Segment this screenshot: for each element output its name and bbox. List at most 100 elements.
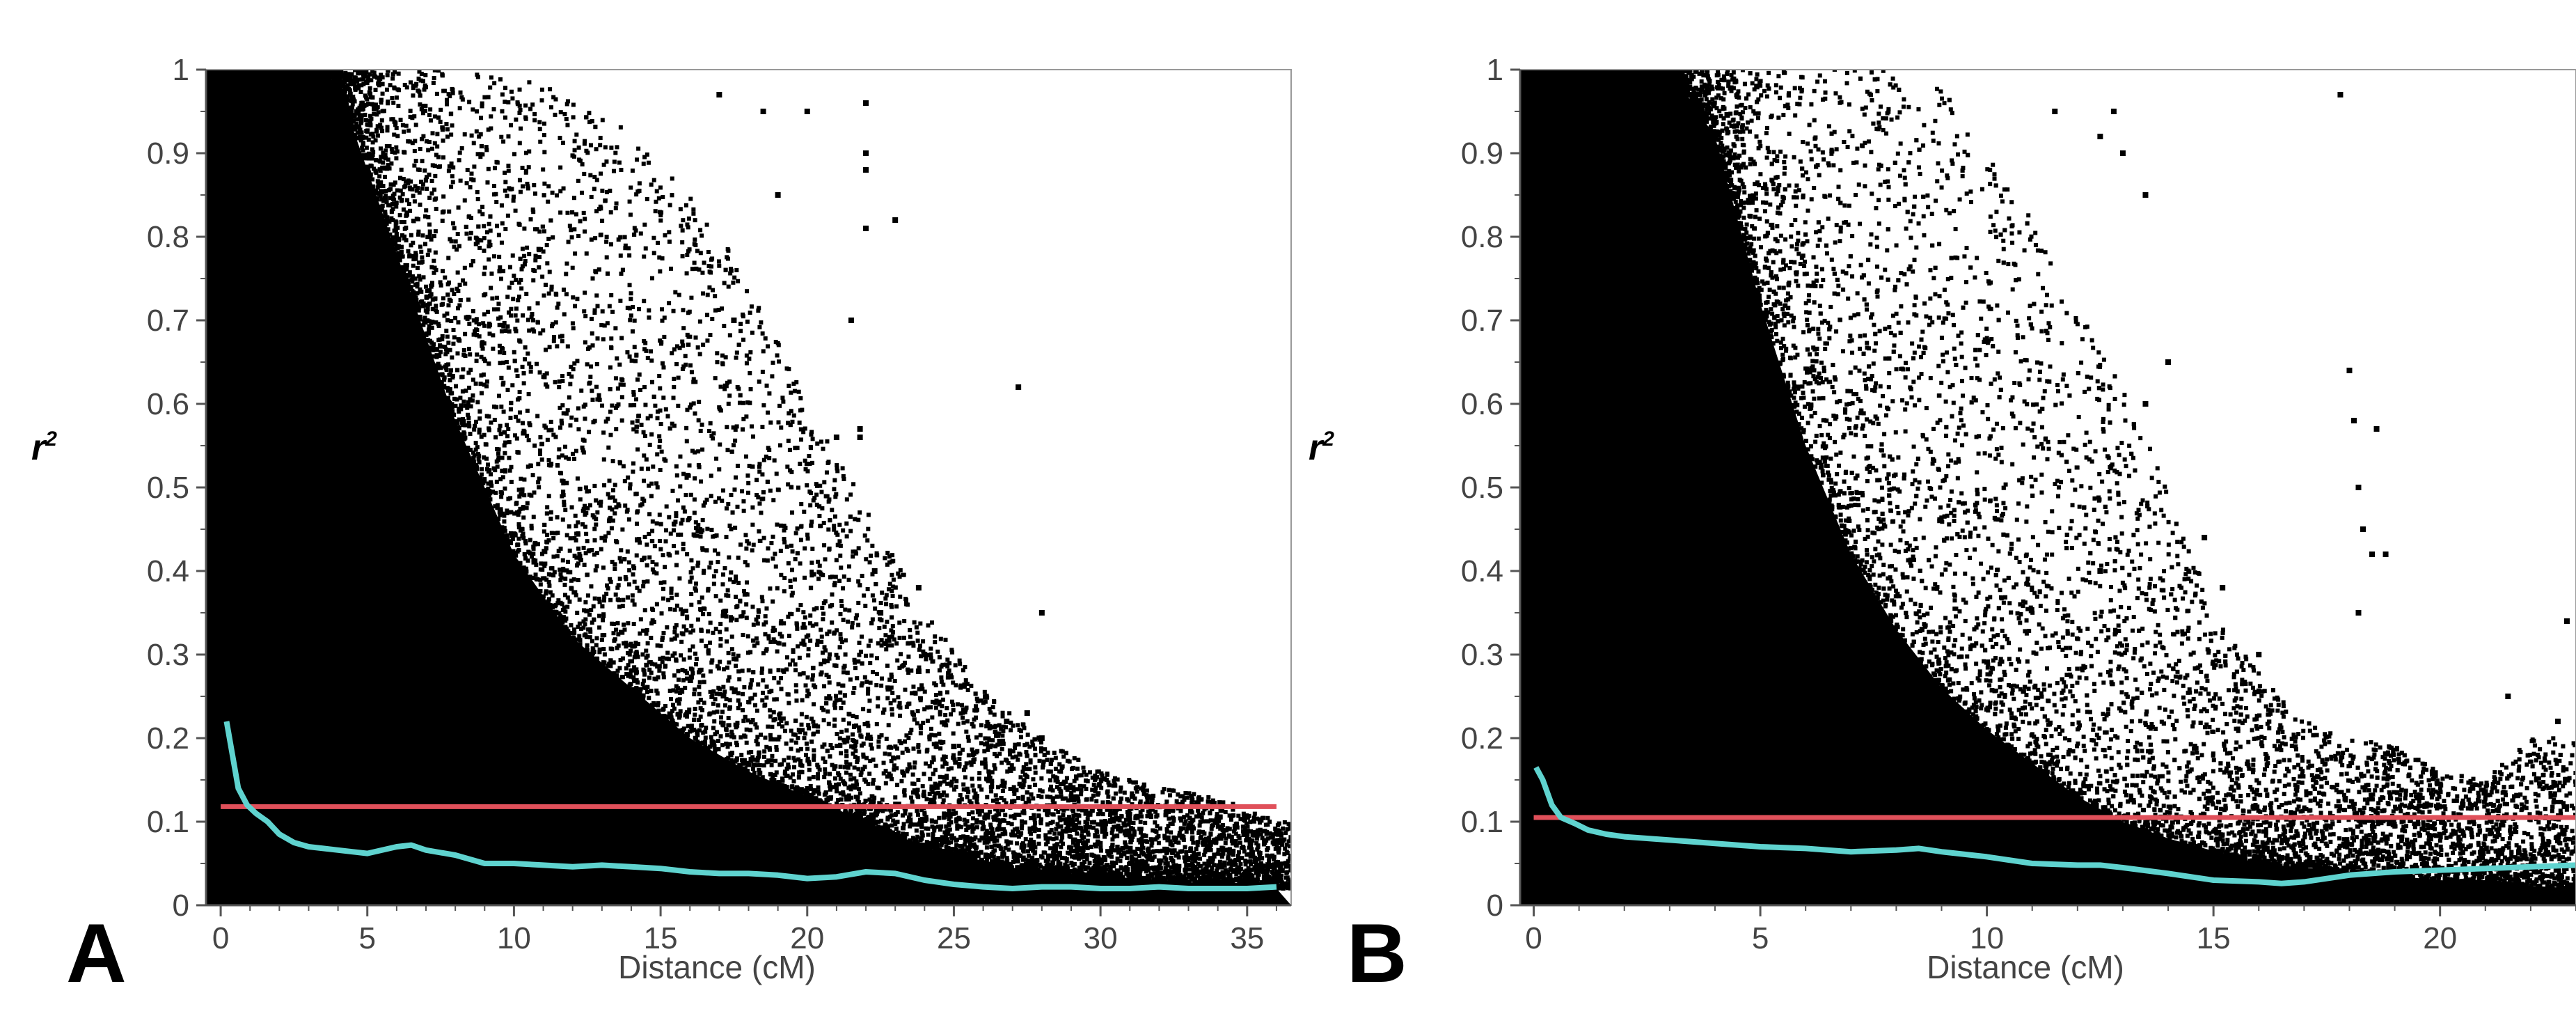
scatter-point bbox=[986, 769, 991, 774]
scatter-point bbox=[1071, 849, 1076, 854]
scatter-point bbox=[434, 91, 439, 96]
scatter-point bbox=[642, 299, 647, 304]
scatter-point bbox=[532, 118, 537, 123]
scatter-point bbox=[759, 320, 764, 325]
scatter-point bbox=[620, 675, 625, 680]
scatter-point bbox=[1250, 852, 1255, 857]
scatter-point bbox=[740, 489, 745, 494]
scatter-point bbox=[488, 491, 493, 496]
scatter-point bbox=[1010, 755, 1015, 760]
scatter-point bbox=[845, 671, 850, 675]
scatter-point bbox=[660, 635, 665, 640]
scatter-point bbox=[734, 618, 739, 623]
scatter-point bbox=[727, 380, 732, 384]
scatter-point bbox=[867, 708, 871, 713]
scatter-point bbox=[896, 695, 901, 700]
scatter-point bbox=[500, 475, 505, 480]
scatter-point bbox=[617, 503, 622, 508]
scatter-point bbox=[735, 504, 740, 509]
scatter-point bbox=[576, 234, 581, 239]
scatter-point bbox=[517, 494, 522, 499]
scatter-point bbox=[832, 524, 837, 529]
scatter-point bbox=[559, 575, 564, 580]
scatter-point bbox=[816, 577, 821, 581]
scatter-point bbox=[597, 398, 602, 402]
scatter-point bbox=[717, 687, 722, 691]
scatter-point bbox=[494, 405, 499, 409]
scatter-point bbox=[832, 583, 837, 588]
scatter-point bbox=[453, 403, 458, 408]
scatter-point bbox=[546, 237, 551, 242]
scatter-point bbox=[571, 115, 576, 120]
scatter-point bbox=[884, 602, 889, 607]
scatter-point bbox=[1265, 862, 1270, 867]
scatter-point bbox=[725, 425, 729, 430]
scatter-point bbox=[1231, 852, 1235, 857]
scatter-point bbox=[708, 620, 713, 625]
scatter-point bbox=[632, 318, 637, 323]
scatter-point bbox=[945, 718, 950, 723]
scatter-point bbox=[770, 724, 775, 729]
scatter-point bbox=[386, 157, 390, 162]
scatter-point bbox=[848, 784, 853, 789]
scatter-point bbox=[498, 432, 503, 437]
scatter-point bbox=[953, 663, 958, 668]
scatter-point bbox=[669, 696, 674, 701]
scatter-point bbox=[633, 228, 638, 233]
scatter-point bbox=[429, 325, 434, 330]
scatter-point bbox=[446, 341, 451, 345]
scatter-point bbox=[431, 354, 436, 359]
scatter-point bbox=[864, 679, 869, 684]
scatter-point bbox=[798, 561, 803, 566]
scatter-point bbox=[1100, 773, 1105, 778]
scatter-point bbox=[789, 746, 793, 751]
scatter-point bbox=[925, 668, 930, 673]
scatter-point bbox=[558, 110, 563, 115]
scatter-point bbox=[573, 304, 578, 308]
scatter-point bbox=[462, 437, 467, 441]
scatter-point bbox=[541, 594, 546, 599]
scatter-point bbox=[796, 775, 801, 780]
scatter-point bbox=[517, 141, 522, 146]
scatter-point bbox=[734, 743, 739, 748]
scatter-point bbox=[518, 506, 523, 511]
scatter-point bbox=[983, 761, 988, 766]
scatter-point bbox=[672, 629, 677, 634]
scatter-point bbox=[551, 535, 556, 540]
scatter-point bbox=[1169, 830, 1174, 835]
scatter-point bbox=[457, 244, 461, 249]
scatter-point bbox=[484, 148, 489, 152]
scatter-point bbox=[834, 558, 839, 563]
scatter-point bbox=[411, 263, 416, 268]
scatter-point bbox=[1275, 873, 1280, 877]
scatter-point bbox=[453, 315, 458, 320]
scatter-point bbox=[898, 652, 903, 657]
scatter-point bbox=[1022, 807, 1027, 812]
scatter-point bbox=[869, 653, 874, 658]
scatter-point bbox=[686, 343, 690, 347]
scatter-point bbox=[1011, 789, 1016, 794]
scatter-point bbox=[553, 112, 558, 117]
scatter-point bbox=[657, 538, 662, 543]
scatter-point bbox=[838, 776, 843, 781]
scatter-point bbox=[520, 264, 525, 269]
scatter-point bbox=[1221, 851, 1226, 856]
scatter-point bbox=[536, 480, 541, 485]
scatter-point bbox=[473, 423, 477, 428]
scatter-point bbox=[895, 820, 900, 824]
scatter-point bbox=[729, 570, 734, 575]
scatter-point bbox=[1036, 834, 1041, 839]
scatter-point bbox=[698, 526, 703, 531]
scatter-point bbox=[684, 676, 689, 681]
scatter-point bbox=[721, 572, 726, 577]
scatter-point bbox=[757, 767, 761, 772]
scatter-point bbox=[660, 318, 665, 323]
scatter-point bbox=[547, 269, 552, 274]
scatter-point bbox=[688, 402, 693, 407]
scatter-point bbox=[1206, 844, 1210, 849]
scatter-point bbox=[661, 655, 665, 660]
scatter-point bbox=[697, 267, 702, 272]
scatter-point bbox=[951, 680, 956, 685]
scatter-point bbox=[674, 658, 679, 663]
